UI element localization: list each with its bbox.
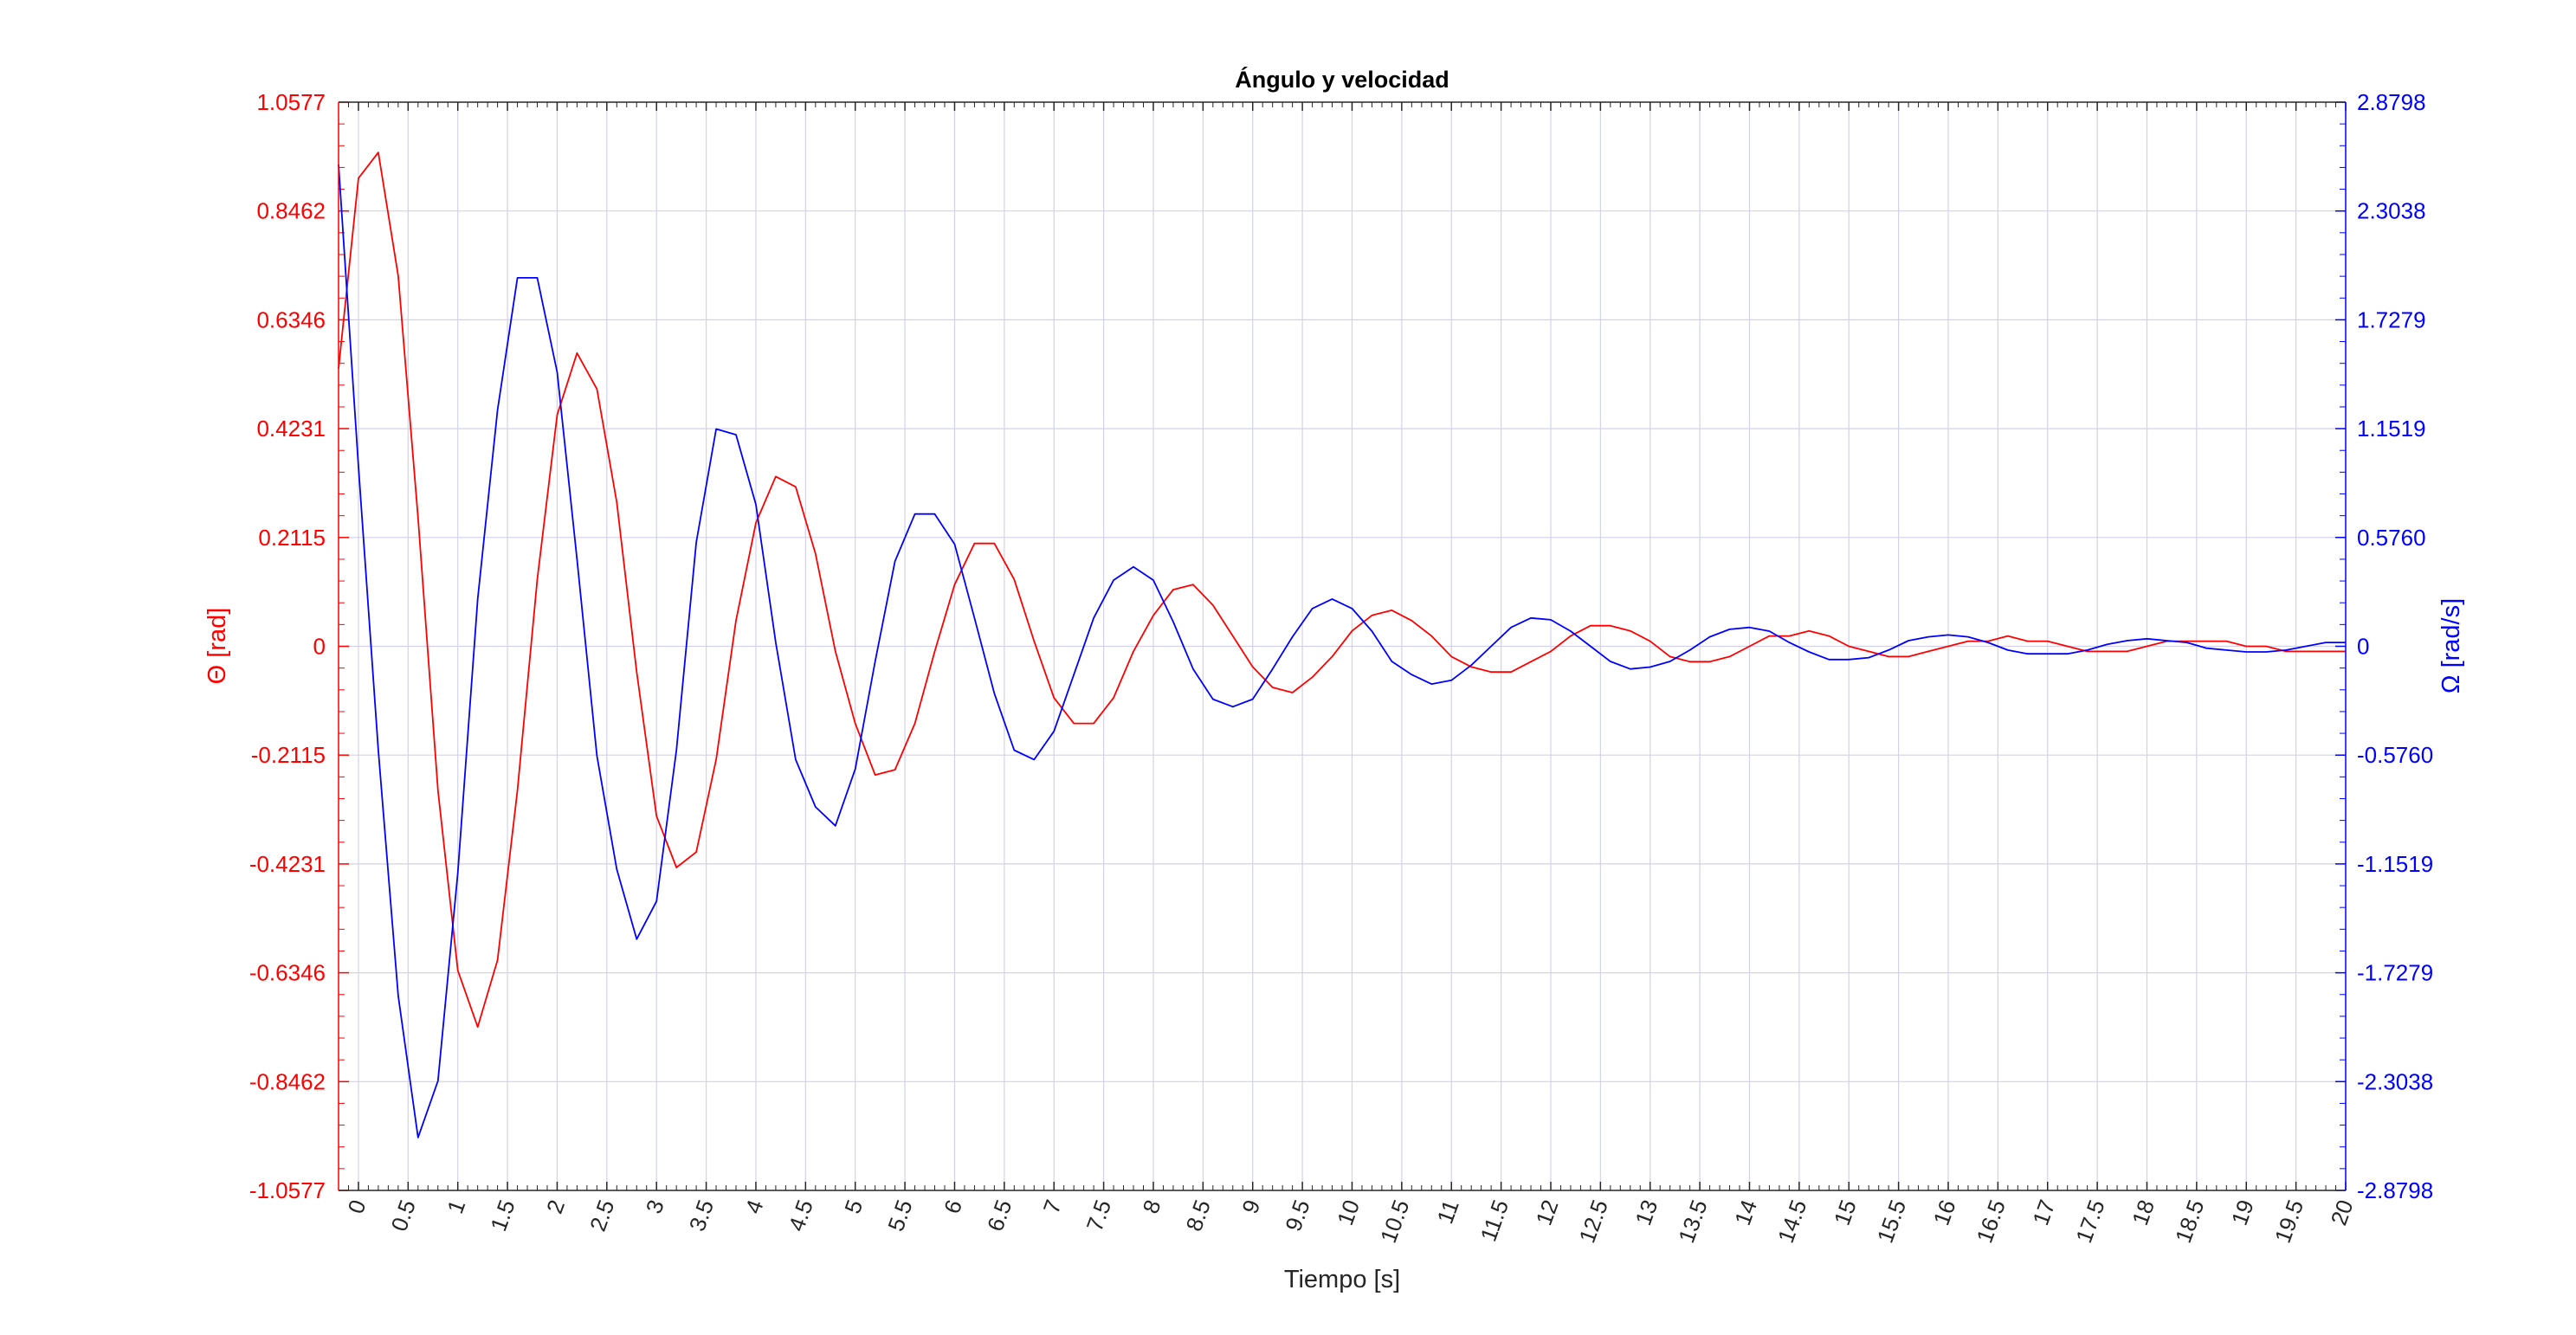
left-tick-label: 0.8462 [256, 198, 326, 224]
left-axis-label: Θ [rad] [203, 608, 231, 685]
left-tick-label: 0 [313, 634, 326, 660]
left-tick-label: -1.0577 [249, 1177, 326, 1203]
right-tick-label: 0 [2357, 634, 2369, 660]
right-tick-label: 1.7279 [2357, 306, 2426, 332]
tick-labels: 0 0.5 1 1.5 2 2.5 3 3.5 4 4.5 5 5.5 6 6.5 7 7.5 8 8.5 9 9.5… [249, 89, 2433, 1247]
right-tick-label: -1.1519 [2357, 851, 2433, 877]
right-tick-label: 0.5760 [2357, 525, 2426, 551]
right-tick-label: -0.5760 [2357, 742, 2433, 768]
omega-series-line [338, 164, 2346, 1138]
left-tick-label: 0.6346 [256, 306, 326, 332]
x-axis-label: Tiempo [s] [1284, 1266, 1400, 1293]
left-tick-label: -0.2115 [251, 742, 326, 768]
right-axis-label: Ω [rad/s] [2437, 598, 2465, 693]
left-tick-label: 0.4231 [256, 416, 326, 442]
left-tick-label: 1.0577 [256, 89, 326, 115]
right-tick-label: -1.7279 [2357, 960, 2433, 986]
right-tick-label: -2.8798 [2357, 1177, 2433, 1203]
theta-series-line [338, 152, 2346, 1029]
left-tick-label: -0.8462 [249, 1068, 326, 1094]
axes [338, 101, 2347, 1191]
left-tick-label: 0.2115 [258, 525, 326, 551]
right-tick-label: 2.8798 [2357, 89, 2426, 115]
right-tick-label: 1.1519 [2357, 416, 2426, 442]
chart-title: Ángulo y velocidad [1235, 66, 1449, 93]
left-tick-label: -0.6346 [249, 960, 326, 986]
series-layer [338, 152, 2346, 1138]
right-tick-label: -2.3038 [2357, 1068, 2433, 1094]
right-tick-label: 2.3038 [2357, 198, 2426, 224]
left-tick-label: -0.4231 [249, 851, 326, 877]
